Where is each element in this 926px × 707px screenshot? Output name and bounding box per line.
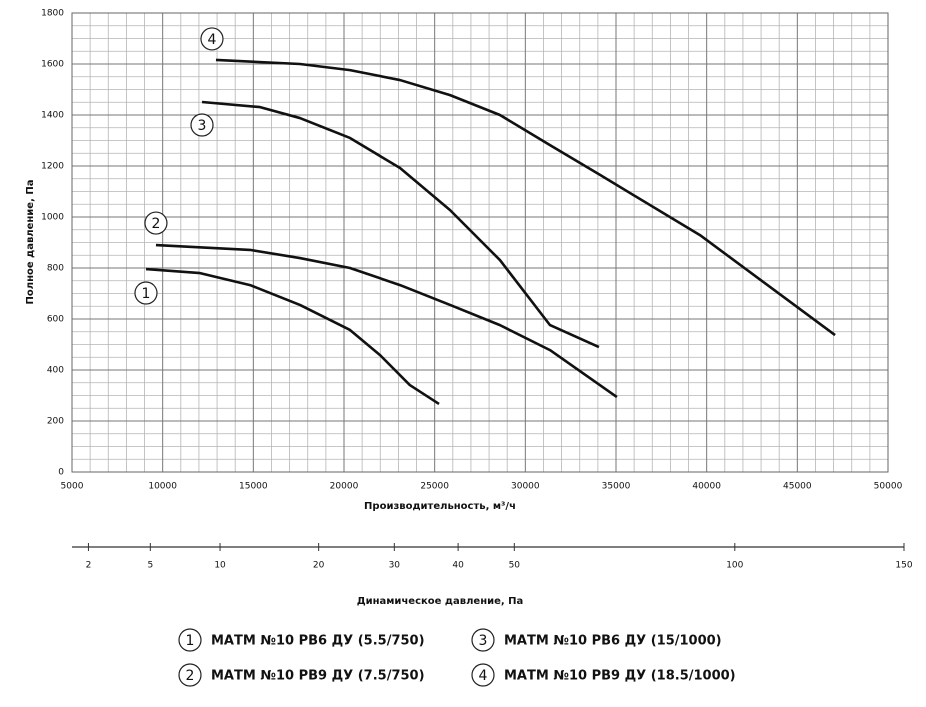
x2-tick-label: 20 <box>313 561 325 571</box>
curve <box>145 267 440 406</box>
x2-tick-label: 100 <box>726 561 743 571</box>
x2-tick-label: 2 <box>86 561 92 571</box>
x-tick-label: 30000 <box>511 482 540 492</box>
x-tick-label: 40000 <box>692 482 721 492</box>
x2-tick-label: 150 <box>895 561 912 571</box>
x-tick-label: 15000 <box>239 482 268 492</box>
legend-label: МАТМ №10 РВ6 ДУ (5.5/750) <box>211 634 425 649</box>
x2-tick-label: 40 <box>452 561 464 571</box>
curve-label-circle <box>134 281 158 305</box>
legend-number: 4 <box>479 668 488 684</box>
curve <box>215 58 836 337</box>
x2-tick-label: 50 <box>509 561 521 571</box>
curve-label-circle <box>190 113 214 137</box>
curve <box>155 243 618 399</box>
y-tick-label: 1600 <box>41 60 64 70</box>
legend-circle <box>471 663 495 687</box>
x-axis-title: Производительность, м³/ч <box>364 501 516 512</box>
x-tick-label: 45000 <box>783 482 812 492</box>
legend-label: МАТМ №10 РВ6 ДУ (15/1000) <box>504 634 722 649</box>
curve-label: 2 <box>151 216 160 232</box>
x2-tick-label: 5 <box>147 561 153 571</box>
legend-label: МАТМ №10 РВ9 ДУ (18.5/1000) <box>504 669 736 684</box>
curve-label: 3 <box>198 118 207 134</box>
x-tick-label: 25000 <box>420 482 449 492</box>
curve-label-circle <box>144 211 168 235</box>
legend-number: 3 <box>479 633 488 649</box>
y-tick-label: 1800 <box>41 9 64 19</box>
x-tick-label: 20000 <box>330 482 359 492</box>
curve-label-circle <box>200 27 224 51</box>
y-tick-label: 0 <box>58 468 64 478</box>
x2-axis-title: Динамическое давление, Па <box>357 596 524 607</box>
y-tick-label: 1400 <box>41 111 64 121</box>
y-tick-label: 1000 <box>41 213 64 223</box>
x-tick-label: 35000 <box>602 482 631 492</box>
legend-number: 1 <box>186 633 195 649</box>
curve <box>201 100 600 349</box>
y-tick-label: 400 <box>47 366 64 376</box>
y-axis-title: Полное давление, Па <box>25 180 36 305</box>
legend-circle <box>178 663 202 687</box>
legend-circle <box>178 628 202 652</box>
legend-number: 2 <box>186 668 195 684</box>
x-tick-label: 50000 <box>874 482 903 492</box>
legend-circle <box>471 628 495 652</box>
x2-tick-label: 30 <box>389 561 401 571</box>
y-tick-label: 200 <box>47 417 64 427</box>
x-tick-label: 5000 <box>61 482 84 492</box>
legend-label: МАТМ №10 РВ9 ДУ (7.5/750) <box>211 669 425 684</box>
curve-label: 4 <box>208 32 217 48</box>
x-tick-label: 10000 <box>148 482 177 492</box>
y-tick-label: 600 <box>47 315 64 325</box>
curve-label: 1 <box>142 286 151 302</box>
y-tick-label: 800 <box>47 264 64 274</box>
plot-frame <box>71 12 889 473</box>
x2-tick-label: 10 <box>214 561 226 571</box>
y-tick-label: 1200 <box>41 162 64 172</box>
